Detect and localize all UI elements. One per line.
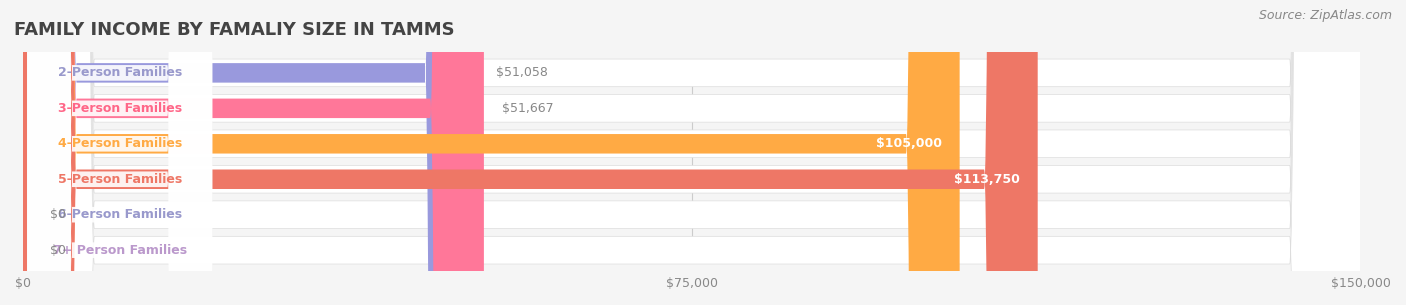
Text: 5-Person Families: 5-Person Families	[58, 173, 181, 186]
Text: Source: ZipAtlas.com: Source: ZipAtlas.com	[1258, 9, 1392, 22]
FancyBboxPatch shape	[28, 0, 212, 305]
Text: $51,667: $51,667	[502, 102, 554, 115]
FancyBboxPatch shape	[22, 0, 1038, 305]
FancyBboxPatch shape	[28, 0, 212, 305]
FancyBboxPatch shape	[22, 0, 1361, 305]
FancyBboxPatch shape	[22, 0, 1361, 305]
Text: $0: $0	[49, 244, 66, 257]
Text: $51,058: $51,058	[496, 66, 548, 79]
Text: $105,000: $105,000	[876, 137, 942, 150]
Text: 2-Person Families: 2-Person Families	[58, 66, 181, 79]
FancyBboxPatch shape	[28, 0, 212, 305]
Text: 4-Person Families: 4-Person Families	[58, 137, 181, 150]
FancyBboxPatch shape	[28, 0, 212, 305]
Text: 6-Person Families: 6-Person Families	[58, 208, 181, 221]
FancyBboxPatch shape	[22, 0, 1361, 305]
FancyBboxPatch shape	[22, 0, 1361, 305]
FancyBboxPatch shape	[22, 0, 1361, 305]
FancyBboxPatch shape	[28, 0, 212, 305]
FancyBboxPatch shape	[22, 0, 478, 305]
Text: $113,750: $113,750	[955, 173, 1019, 186]
Text: 3-Person Families: 3-Person Families	[58, 102, 181, 115]
FancyBboxPatch shape	[22, 0, 484, 305]
Text: $0: $0	[49, 208, 66, 221]
Text: 7+ Person Families: 7+ Person Families	[52, 244, 187, 257]
FancyBboxPatch shape	[22, 0, 1361, 305]
FancyBboxPatch shape	[28, 0, 212, 305]
FancyBboxPatch shape	[22, 0, 960, 305]
Text: FAMILY INCOME BY FAMALIY SIZE IN TAMMS: FAMILY INCOME BY FAMALIY SIZE IN TAMMS	[14, 21, 454, 39]
